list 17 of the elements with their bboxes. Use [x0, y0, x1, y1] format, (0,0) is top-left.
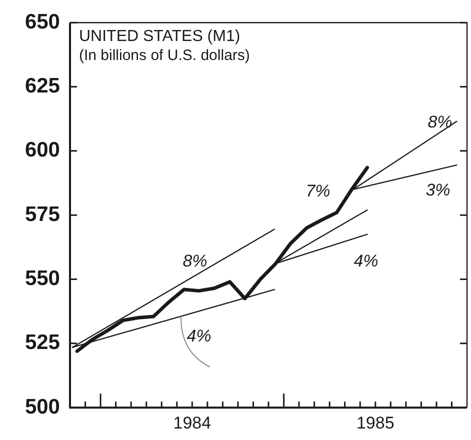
annotation: 8%: [428, 112, 452, 132]
annotation: 7%: [306, 182, 330, 201]
y-tick-label: 600: [24, 138, 60, 162]
y-tick-label: 650: [24, 10, 60, 34]
chart-title: UNITED STATES (M1): [79, 28, 240, 46]
y-tick-label: 575: [24, 202, 60, 226]
x-tick-label: 1985: [356, 413, 394, 432]
y-tick-label: 625: [24, 74, 60, 98]
annotation: 8%: [182, 252, 208, 271]
text: (In billions of U.S. dollars): [79, 47, 250, 64]
x-tick-label: 1984: [173, 413, 212, 432]
y-tick-label: 525: [24, 331, 60, 354]
annotation: 4%: [186, 326, 212, 346]
annotation: 4%: [354, 252, 378, 271]
y-tick-label: 500: [24, 395, 60, 418]
annotation: 3%: [426, 180, 450, 200]
y-tick-label: 550: [24, 267, 60, 290]
